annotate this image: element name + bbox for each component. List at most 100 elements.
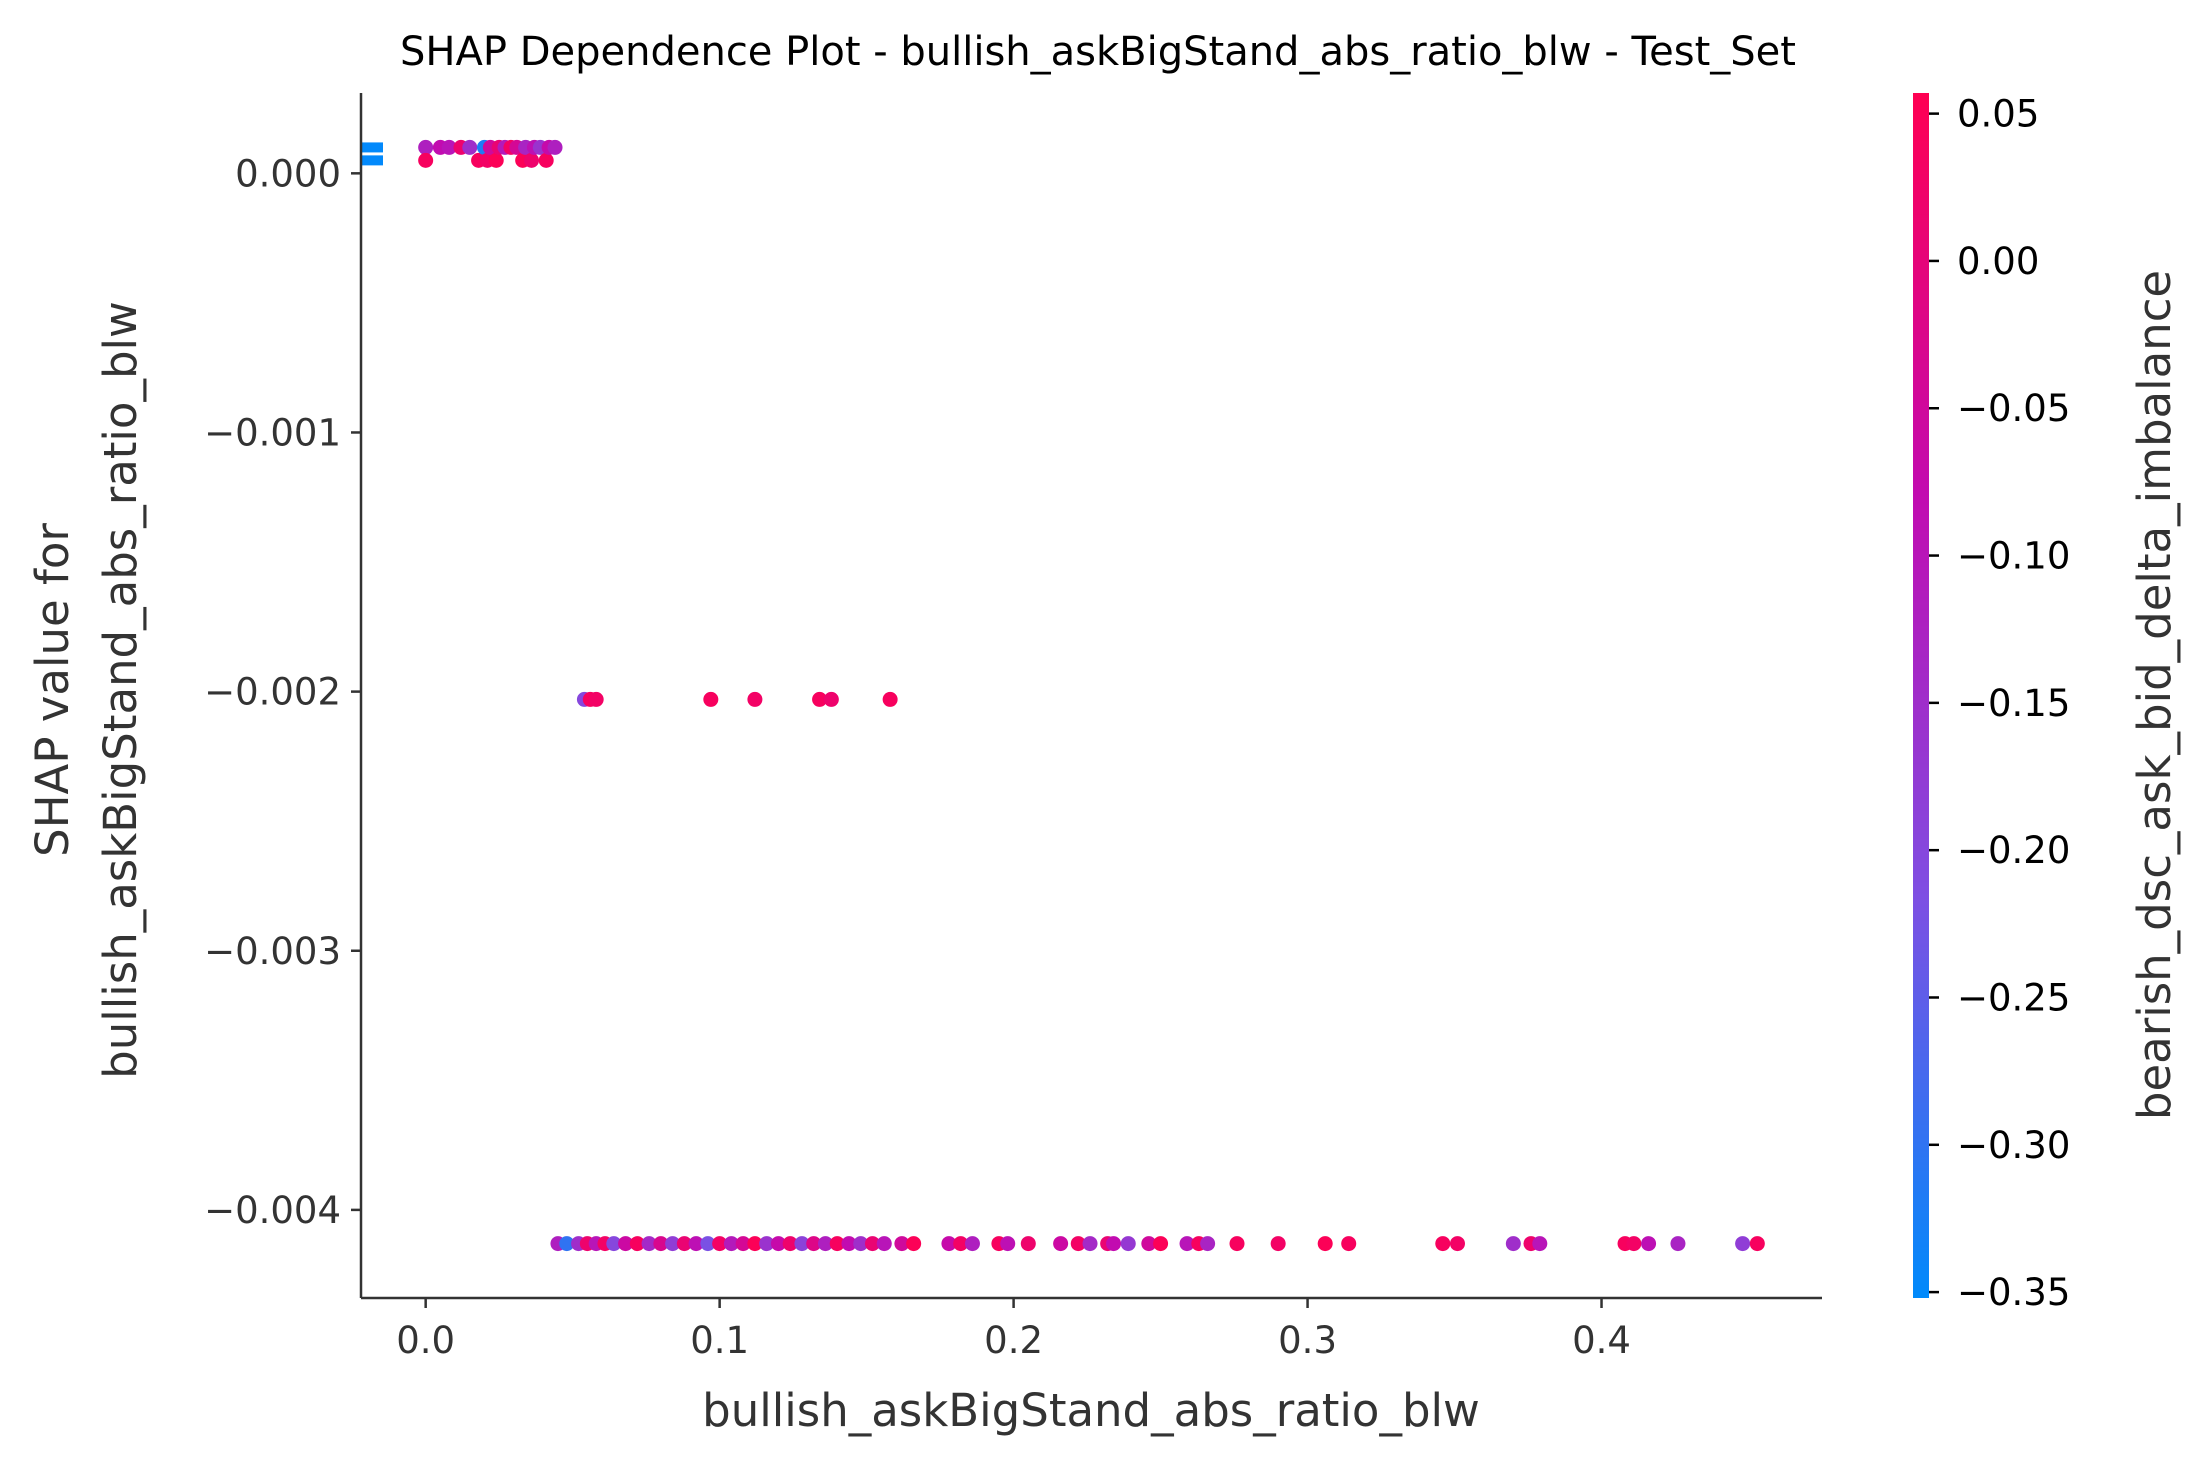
scatter-point — [953, 1236, 969, 1252]
scatter-point — [1229, 1236, 1245, 1252]
colorbar-tick-label: −0.20 — [1957, 829, 2070, 872]
scatter-points — [361, 139, 1765, 1252]
scatter-point — [1670, 1236, 1686, 1252]
scatter-point — [703, 691, 719, 707]
x-tick-label: 0.1 — [690, 1319, 749, 1362]
scatter-point — [894, 1236, 910, 1252]
y-tick-label: −0.001 — [204, 411, 341, 454]
scatter-point — [1735, 1236, 1751, 1252]
scatter-point — [1153, 1236, 1169, 1252]
scatter-point — [941, 1236, 957, 1252]
y-axis-label: SHAP value for bullish_askBigStand_abs_r… — [26, 301, 147, 1079]
y-axis-label-line1: SHAP value for — [26, 523, 79, 857]
colorbar-tick-label: −0.10 — [1957, 535, 2070, 578]
scatter-point — [747, 1236, 763, 1252]
scatter-point — [441, 139, 457, 155]
scatter-point — [1179, 1236, 1195, 1252]
x-axis-ticks: 0.0 0.1 0.2 0.3 0.4 — [396, 1298, 1631, 1362]
colorbar-tick-label: 0.05 — [1957, 93, 2039, 136]
scatter-point — [606, 1236, 622, 1252]
scatter-point — [641, 1236, 657, 1252]
scatter-point — [418, 152, 434, 168]
scatter-point — [964, 1236, 980, 1252]
scatter-point — [688, 1236, 704, 1252]
scatter-point — [676, 1236, 692, 1252]
scatter-point — [618, 1236, 634, 1252]
scatter-point — [1749, 1236, 1765, 1252]
scatter-point — [1317, 1236, 1333, 1252]
scatter-point — [906, 1236, 922, 1252]
scatter-point — [759, 1236, 775, 1252]
scatter-point — [712, 1236, 728, 1252]
scatter-point — [823, 691, 839, 707]
scatter-point — [1082, 1236, 1098, 1252]
colorbar-tick-label: −0.30 — [1957, 1124, 2070, 1167]
colorbar-tick-label: −0.05 — [1957, 387, 2070, 430]
scatter-point — [853, 1236, 869, 1252]
scatter-point — [1200, 1236, 1216, 1252]
scatter-point — [1000, 1236, 1016, 1252]
colorbar-tick-label: 0.00 — [1957, 240, 2039, 283]
x-tick-label: 0.4 — [1572, 1319, 1631, 1362]
scatter-point — [782, 1236, 798, 1252]
scatter-point — [1106, 1236, 1122, 1252]
scatter-point — [1435, 1236, 1451, 1252]
scatter-point — [629, 1236, 645, 1252]
scatter-point — [588, 691, 604, 707]
scatter-point — [361, 155, 383, 166]
scatter-point — [882, 691, 898, 707]
x-tick-label: 0.3 — [1278, 1319, 1337, 1362]
y-axis-label-line2: bullish_askBigStand_abs_ratio_blw — [94, 301, 147, 1079]
x-tick-label: 0.2 — [984, 1319, 1043, 1362]
scatter-point — [1070, 1236, 1086, 1252]
y-tick-label: −0.004 — [204, 1189, 341, 1232]
scatter-point — [462, 139, 478, 155]
scatter-point — [723, 1236, 739, 1252]
colorbar — [1913, 93, 1929, 1298]
scatter-point — [1626, 1236, 1642, 1252]
scatter-point — [829, 1236, 845, 1252]
scatter-point — [538, 152, 554, 168]
scatter-point — [817, 1236, 833, 1252]
colorbar-tick-label: −0.25 — [1957, 976, 2070, 1019]
scatter-point — [1270, 1236, 1286, 1252]
scatter-point — [361, 142, 383, 153]
scatter-point — [794, 1236, 810, 1252]
scatter-point — [665, 1236, 681, 1252]
scatter-point — [1053, 1236, 1069, 1252]
scatter-point — [700, 1236, 716, 1252]
scatter-point — [812, 691, 828, 707]
scatter-point — [1341, 1236, 1357, 1252]
scatter-point — [418, 139, 434, 155]
x-axis-label: bullish_askBigStand_abs_ratio_blw — [702, 1384, 1480, 1437]
scatter-point — [876, 1236, 892, 1252]
colorbar-ticks: 0.05 0.00 −0.05 −0.10 −0.15 −0.20 −0.25 −0.30 −0… — [1929, 93, 2070, 1314]
scatter-point — [1141, 1236, 1157, 1252]
chart-title: SHAP Dependence Plot - bullish_askBigSta… — [400, 29, 1796, 75]
scatter-point — [488, 152, 504, 168]
scatter-point — [1641, 1236, 1657, 1252]
scatter-point — [735, 1236, 751, 1252]
scatter-point — [547, 139, 563, 155]
scatter-point — [747, 691, 763, 707]
y-tick-label: 0.000 — [235, 152, 341, 195]
scatter-point — [653, 1236, 669, 1252]
scatter-point — [841, 1236, 857, 1252]
colorbar-label: bearish_dsc_ask_bid_delta_imbalance — [2128, 270, 2181, 1120]
x-tick-label: 0.0 — [396, 1319, 455, 1362]
scatter-point — [1505, 1236, 1521, 1252]
scatter-point — [559, 1236, 575, 1252]
y-tick-label: −0.002 — [204, 671, 341, 714]
scatter-point — [1120, 1236, 1136, 1252]
scatter-point — [864, 1236, 880, 1252]
colorbar-tick-label: −0.35 — [1957, 1271, 2070, 1314]
colorbar-tick-label: −0.15 — [1957, 682, 2070, 725]
scatter-point — [770, 1236, 786, 1252]
scatter-point — [1532, 1236, 1548, 1252]
y-axis-ticks: 0.000 −0.001 −0.002 −0.003 −0.004 — [204, 152, 361, 1232]
scatter-point — [806, 1236, 822, 1252]
scatter-point — [1449, 1236, 1465, 1252]
scatter-point — [523, 152, 539, 168]
scatter-point — [1020, 1236, 1036, 1252]
